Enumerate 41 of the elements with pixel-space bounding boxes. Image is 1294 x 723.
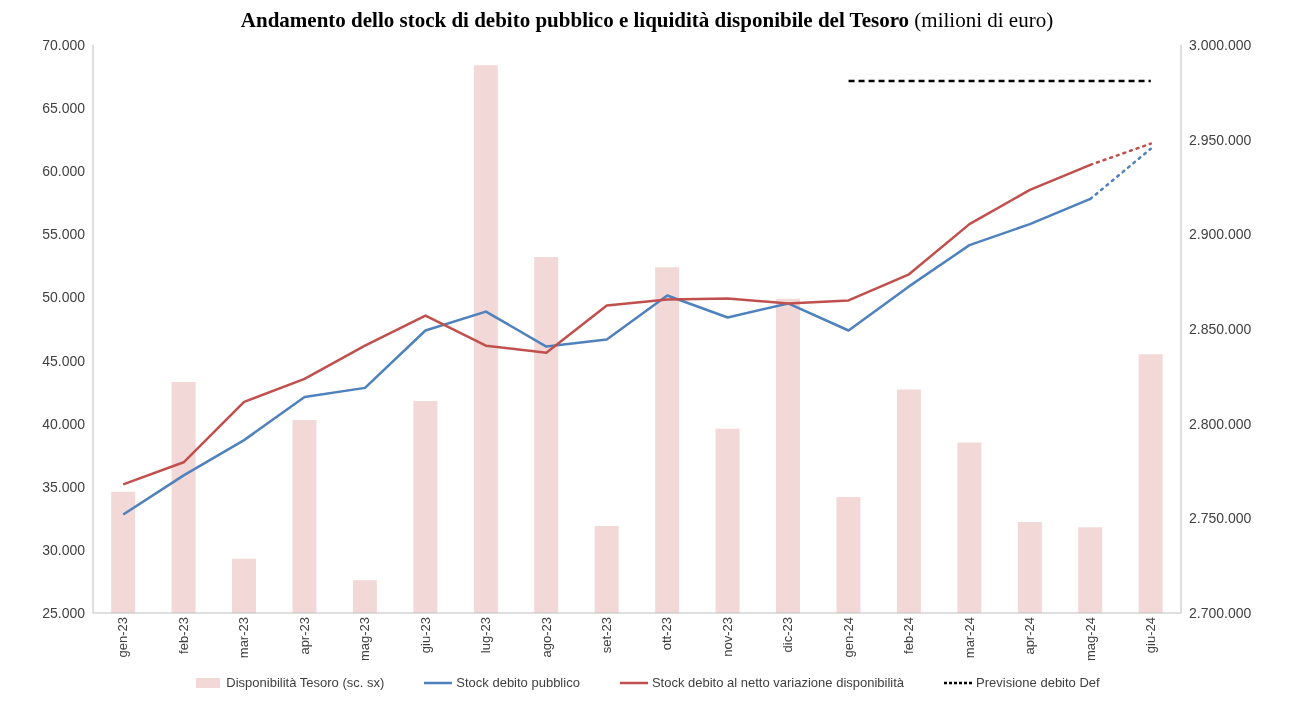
legend-label: Stock debito pubblico (456, 675, 580, 690)
x-tick-label: nov-23 (719, 617, 735, 657)
x-tick-label: apr-24 (1022, 617, 1038, 655)
x-tick-label: ott-23 (659, 617, 675, 651)
x-tick-label: gen-23 (115, 617, 131, 658)
chart-subtitle: (milioni di euro) (913, 8, 1054, 32)
x-tick-label: ago-23 (538, 617, 554, 658)
x-tick-label: giu-24 (1143, 617, 1159, 654)
x-tick-label: set-23 (599, 617, 615, 654)
x-tick-label: mar-23 (236, 617, 252, 659)
y-tick-label: 35.000 (42, 478, 86, 495)
legend-label: Disponibilità Tesoro (sc. sx) (226, 675, 385, 690)
y2-tick-label: 2.900.000 (1189, 226, 1252, 243)
y-tick-label: 40.000 (42, 415, 86, 432)
x-tick-label: lug-23 (478, 617, 494, 654)
y2-tick-label: 2.850.000 (1189, 320, 1252, 337)
y2-tick-label: 2.700.000 (1189, 604, 1252, 621)
y-tick-label: 65.000 (42, 100, 86, 117)
x-tick-label: mag-23 (357, 617, 373, 662)
x-tick-label: feb-24 (901, 617, 917, 654)
y2-tick-label: 2.950.000 (1189, 131, 1252, 148)
y-tick-label: 70.000 (42, 36, 86, 53)
x-tick-label: dic-23 (780, 617, 796, 653)
y-tick-label: 25.000 (42, 604, 86, 621)
y-tick-label: 45.000 (42, 352, 86, 369)
x-tick-label: giu-23 (417, 617, 433, 654)
x-tick-label: gen-24 (840, 617, 856, 658)
y-tick-label: 50.000 (42, 289, 86, 306)
y2-tick-label: 2.750.000 (1189, 510, 1252, 527)
y-tick-label: 30.000 (42, 541, 86, 558)
x-tick-label: apr-23 (296, 617, 312, 655)
y-tick-label: 55.000 (42, 226, 86, 243)
legend-label: Previsione debito Def (976, 675, 1100, 690)
x-tick-label: mag-24 (1082, 617, 1098, 662)
y2-tick-label: 2.800.000 (1189, 415, 1252, 432)
y2-tick-label: 3.000.000 (1189, 36, 1252, 53)
chart-title: Andamento dello stock di debito pubblico e liquidità disponibile del Tesoro (240, 8, 910, 32)
x-tick-label: mar-24 (961, 617, 977, 659)
y-tick-label: 60.000 (42, 163, 86, 180)
x-tick-label: feb-23 (175, 617, 191, 654)
legend-label: Stock debito al netto variazione disponibilità (651, 675, 905, 690)
